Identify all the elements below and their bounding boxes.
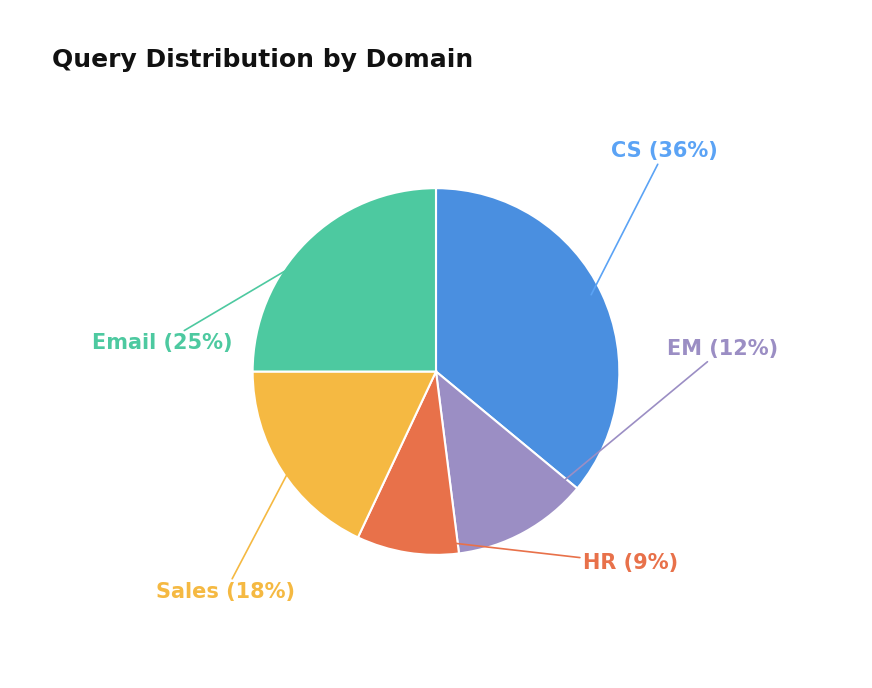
Wedge shape [253,372,436,537]
Text: CS (36%): CS (36%) [591,142,718,294]
Text: HR (9%): HR (9%) [415,539,678,573]
Text: Query Distribution by Domain: Query Distribution by Domain [52,48,473,72]
Text: Sales (18%): Sales (18%) [156,467,295,601]
Wedge shape [436,188,619,488]
Wedge shape [436,372,577,553]
Wedge shape [358,372,459,555]
Wedge shape [253,188,436,372]
Text: EM (12%): EM (12%) [521,339,779,516]
Text: Email (25%): Email (25%) [92,255,312,354]
